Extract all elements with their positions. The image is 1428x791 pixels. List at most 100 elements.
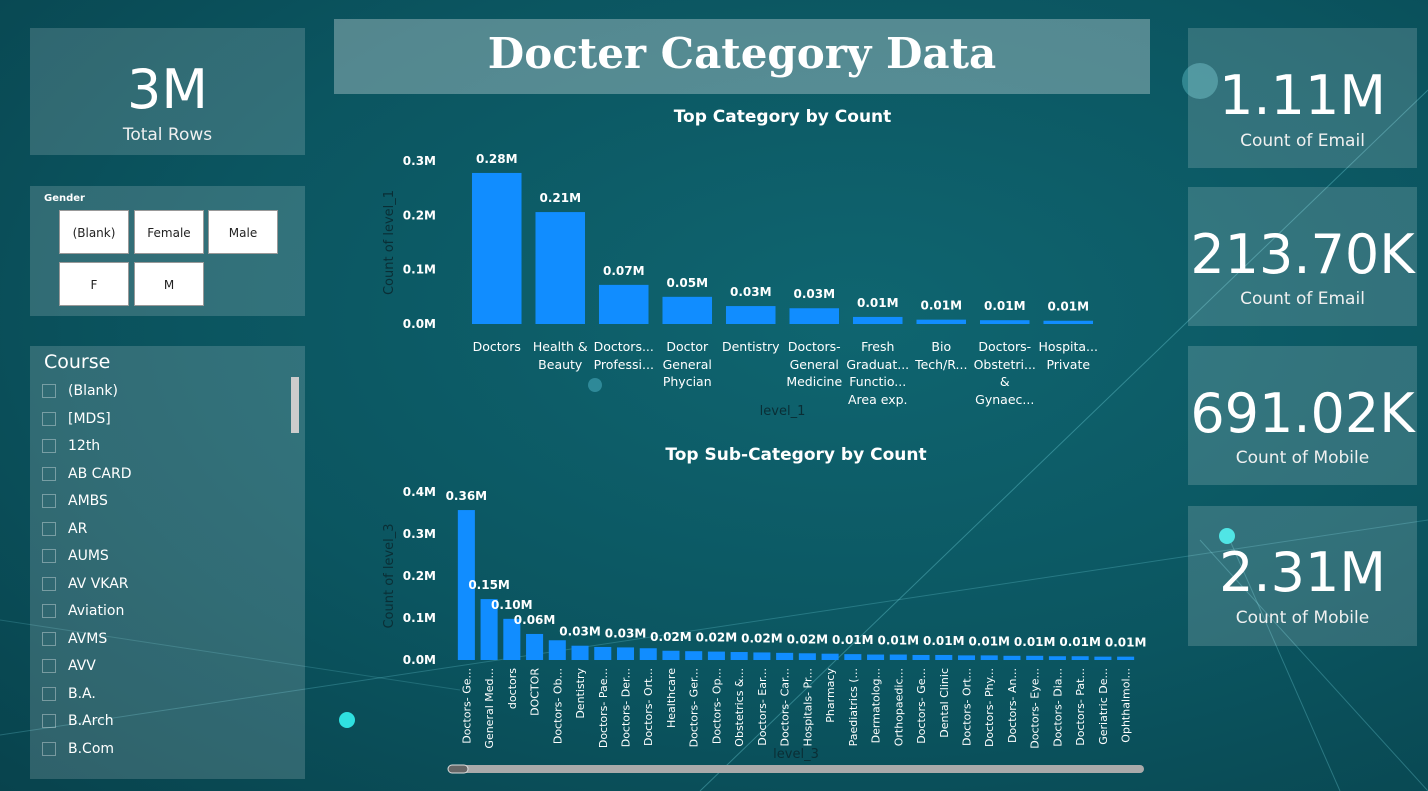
y-tick-label: 0.1M <box>403 611 436 625</box>
slicer-option[interactable]: [MDS] <box>42 409 111 429</box>
bar <box>912 654 930 660</box>
bar <box>979 320 1030 324</box>
data-label: 0.03M <box>793 287 835 301</box>
bar <box>852 316 903 324</box>
bar <box>594 646 612 660</box>
checkbox[interactable] <box>42 741 56 756</box>
data-label: 0.01M <box>857 296 899 310</box>
bar <box>1071 656 1089 660</box>
bar <box>480 599 498 660</box>
data-label: 0.28M <box>476 152 518 166</box>
x-tick-label: Doctors- An... <box>1006 668 1019 743</box>
slicer-option[interactable]: M <box>134 262 204 306</box>
slicer-option[interactable]: (Blank) <box>42 381 118 401</box>
checkbox[interactable] <box>42 549 56 563</box>
x-tick-label: Obstetrics &... <box>733 668 746 747</box>
kpi-card: 691.02K Count of Mobile <box>1188 346 1417 485</box>
data-label: 0.10M <box>491 598 533 612</box>
x-axis-title: level_3 <box>773 747 819 762</box>
option-label: [MDS] <box>68 410 111 427</box>
scrollbar[interactable] <box>448 765 1144 773</box>
x-tick-label: Doctors- Eye... <box>1029 668 1042 749</box>
slicer-option[interactable]: 12th <box>42 436 100 456</box>
option-label: AVMS <box>68 630 108 647</box>
slicer-option[interactable]: F <box>59 262 129 306</box>
checkbox[interactable] <box>42 521 56 536</box>
slicer-option[interactable]: Aviation <box>42 601 124 621</box>
bar <box>935 654 953 660</box>
bar <box>776 652 794 660</box>
data-label: 0.01M <box>984 299 1026 313</box>
slicer-option[interactable]: AVV <box>42 656 96 676</box>
slicer-option[interactable]: (Blank) <box>59 210 129 254</box>
data-label: 0.01M <box>1014 635 1056 649</box>
scrollbar-thumb[interactable] <box>447 764 469 774</box>
slicer-option[interactable]: B.Arch <box>42 711 114 731</box>
slicer-option[interactable]: AV VKAR <box>42 574 129 594</box>
data-label: 0.07M <box>603 264 645 278</box>
checkbox[interactable] <box>42 411 56 426</box>
kpi-card: 213.70K Count of Email <box>1188 187 1417 326</box>
data-label: 0.01M <box>923 634 965 648</box>
checkbox[interactable] <box>42 466 56 481</box>
slicer-option[interactable]: Male <box>208 210 278 254</box>
x-tick-label: Doctors- Ort... <box>642 668 655 746</box>
card-label: Total Rows <box>122 125 213 145</box>
option-label: B.Arch <box>68 713 114 729</box>
data-label: 0.21M <box>539 191 581 205</box>
data-label: 0.01M <box>832 633 874 647</box>
checkbox[interactable] <box>42 494 56 508</box>
data-label: 0.03M <box>559 625 601 639</box>
data-label: 0.01M <box>920 299 962 313</box>
slicer-option[interactable]: Female <box>134 210 204 254</box>
checkbox[interactable] <box>42 439 56 453</box>
bar <box>616 647 635 660</box>
checkbox[interactable] <box>42 686 56 701</box>
bar <box>916 319 967 324</box>
slicer-option[interactable]: AMBS <box>42 491 108 511</box>
data-label: 0.02M <box>787 632 829 646</box>
x-tick-label: Pharmacy <box>824 668 837 723</box>
checkbox[interactable] <box>42 659 56 673</box>
x-tick-label: Doctors- Der... <box>620 668 633 747</box>
x-tick-label: Doctors- Pae... <box>597 668 610 748</box>
slicer-option[interactable]: AB CARD <box>42 464 132 484</box>
slicer-option[interactable]: B.A. <box>42 684 96 704</box>
data-label: 0.02M <box>696 631 738 645</box>
x-tick-label: Geriatric De... <box>1097 668 1110 745</box>
x-tick-label: Doctors- Ear... <box>756 668 769 746</box>
checkbox[interactable] <box>42 604 56 618</box>
kpi-card: 3M Total Rows <box>30 28 305 155</box>
bar <box>571 645 589 660</box>
option-label: AB CARD <box>68 465 132 482</box>
bar <box>662 296 713 324</box>
y-tick-label: 0.2M <box>403 208 436 222</box>
slicer-option[interactable]: AUMS <box>42 546 109 566</box>
scrollbar[interactable] <box>291 377 299 433</box>
bar <box>844 654 862 660</box>
slicer-option[interactable]: AVMS <box>42 629 107 649</box>
bar <box>535 212 586 324</box>
option-label: B.Com <box>68 740 115 757</box>
checkbox[interactable] <box>42 631 56 646</box>
x-tick-label: Paediatrics (... <box>847 668 860 746</box>
checkbox[interactable] <box>42 384 56 398</box>
y-tick-label: 0.4M <box>403 485 436 499</box>
y-axis-title: Count of level_3 <box>382 523 397 628</box>
card-value: 3M <box>127 58 208 121</box>
gender-slicer: Gender (Blank) Female Male F M <box>30 186 305 316</box>
x-tick-label: Hospitals- Pr... <box>801 668 814 747</box>
y-axis-title: Count of level_1 <box>382 190 397 295</box>
option-label: B.A. <box>68 685 96 702</box>
x-tick-label: Fresh Graduat... Functio... Area exp. <box>846 339 910 407</box>
slicer-option[interactable]: AR <box>42 519 87 539</box>
bar <box>725 306 776 324</box>
bar <box>548 640 566 660</box>
checkbox[interactable] <box>42 714 56 728</box>
y-tick-label: 0.1M <box>403 263 436 277</box>
slicer-option[interactable]: B.Com <box>42 739 114 759</box>
x-tick-label: Doctors- Ge... <box>460 668 473 744</box>
card-label: Count of Mobile <box>1235 608 1370 628</box>
checkbox[interactable] <box>42 576 56 591</box>
